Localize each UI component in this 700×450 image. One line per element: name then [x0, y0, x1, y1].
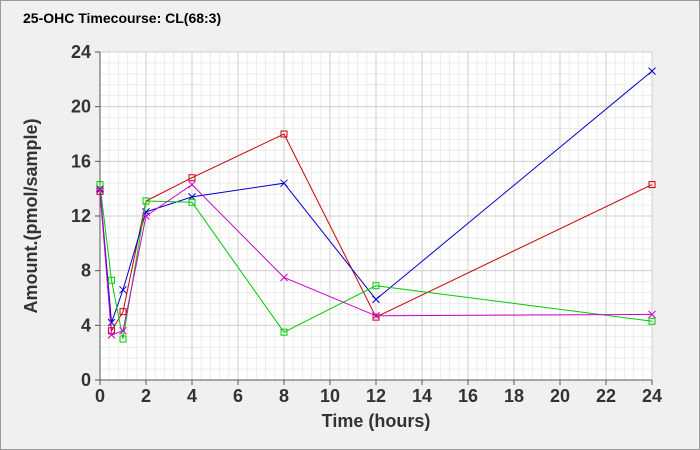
series-4-line	[99, 183, 653, 336]
series-1-point	[372, 313, 380, 321]
x-axis-label: Time (hours)	[322, 411, 431, 431]
series-4-point	[142, 212, 150, 220]
series-4-point	[107, 331, 116, 339]
x-tick-label: 0	[95, 386, 105, 406]
series-3-point	[372, 282, 380, 290]
series-1-point	[188, 174, 196, 182]
series-1-point	[648, 181, 656, 189]
series-3-point	[96, 181, 104, 189]
chart-title: 25-OHC Timecourse: CL(68:3)	[23, 10, 222, 26]
series-1-point	[280, 130, 288, 138]
series-3-point	[188, 198, 196, 206]
y-tick-label: 4	[81, 315, 91, 335]
series-3-point	[119, 335, 127, 343]
x-tick-label: 24	[642, 386, 662, 406]
series-3-point	[280, 328, 288, 336]
y-axis-label: Amount.(pmol/sample)	[21, 118, 41, 313]
x-tick-label: 12	[366, 386, 386, 406]
y-tick-label: 24	[71, 42, 91, 62]
series-1-point	[119, 308, 127, 316]
series-4-point	[372, 311, 380, 320]
series-2-point	[107, 318, 116, 327]
series-3-point	[142, 197, 150, 205]
y-tick-label: 20	[71, 97, 91, 117]
y-tick-label: 8	[81, 261, 91, 281]
series-4-point	[96, 186, 104, 194]
x-tick-label: 16	[458, 386, 478, 406]
x-tick-label: 14	[412, 386, 432, 406]
x-tick-label: 20	[550, 386, 570, 406]
series-2-line	[99, 70, 653, 323]
x-tick-label: 4	[187, 386, 197, 406]
y-tick-label: 16	[71, 151, 91, 171]
x-tick-label: 10	[320, 386, 340, 406]
series-4-point	[188, 180, 196, 189]
x-tick-label: 18	[504, 386, 524, 406]
x-tick-label: 22	[596, 386, 616, 406]
x-tick-label: 8	[279, 386, 289, 406]
series-3-point	[108, 276, 115, 284]
series-4-point	[280, 273, 288, 282]
series-3-line	[99, 184, 653, 340]
y-tick-label: 12	[71, 206, 91, 226]
x-tick-label: 2	[141, 386, 151, 406]
series-3-point	[648, 317, 656, 325]
series-2-point	[372, 295, 380, 304]
series-2-point	[280, 179, 288, 188]
series-4-point	[648, 310, 656, 319]
series-2-point	[648, 67, 656, 75]
x-tick-label: 6	[233, 386, 243, 406]
series-2-point	[119, 285, 127, 294]
series-4-point	[119, 326, 127, 335]
y-tick-label: 0	[81, 370, 91, 390]
